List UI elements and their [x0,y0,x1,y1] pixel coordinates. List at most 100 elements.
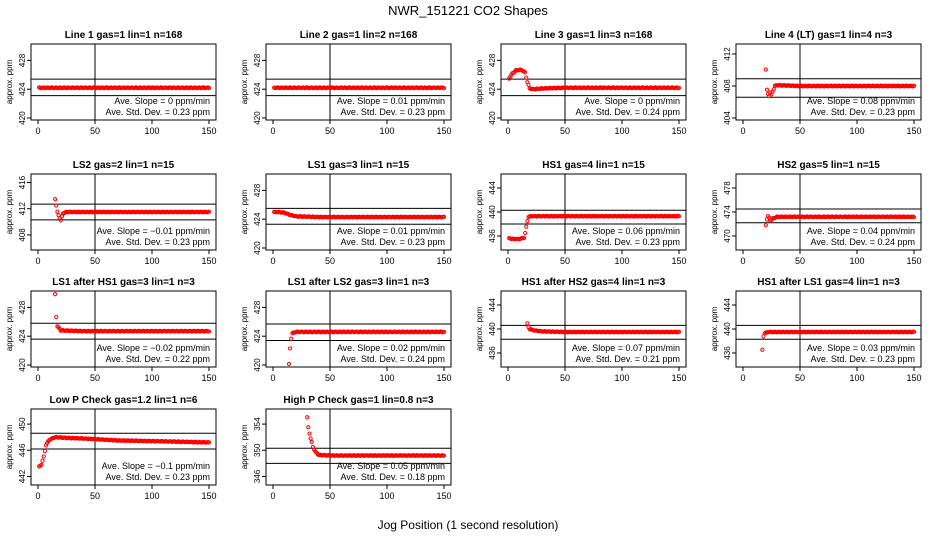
y-tick-label: 420 [18,358,27,372]
y-axis-label: approx. ppm [5,59,14,104]
data-point [306,425,311,430]
x-tick-label: 50 [90,256,100,266]
x-tick-label: 0 [505,256,510,266]
x-tick-label: 150 [201,126,216,136]
y-tick-label: 428 [253,300,262,314]
y-tick-label: 444 [488,298,497,312]
x-tick-label: 50 [90,491,100,501]
data-point [911,83,917,88]
y-tick-label: 428 [488,53,497,67]
data-point [53,197,58,202]
panel-7: HS1 gas=4 lin=1 n=15 0 50 100 150 436 440 444 ap… [475,160,687,266]
x-tick-label: 0 [505,373,510,383]
slope-annotation: Ave. Slope = 0.01 ppm/min [337,96,445,106]
panel-title: HS1 after LS1 gas=4 lin=1 n=3 [757,277,900,288]
x-tick-label: 0 [270,491,275,501]
y-axis-label: approx. ppm [710,189,719,234]
panel-3: Line 3 gas=1 lin=3 n=168 0 50 100 150 420 424 4… [475,30,687,136]
x-tick-label: 0 [35,373,40,383]
data-point [309,439,314,445]
panel-11: HS1 after HS2 gas=4 lin=1 n=3 0 50 100 150 43… [475,277,687,383]
data-point [54,314,59,320]
panel-5: LS2 gas=2 lin=1 n=15 0 50 100 150 408 412 416 ap… [5,160,217,266]
x-tick-label: 50 [90,373,100,383]
data-point [42,448,47,454]
data-point [525,321,530,326]
std-annotation: Ave. Std. Dev. = 0.23 ppm [576,237,680,247]
x-tick-label: 150 [436,126,451,136]
y-tick-label: 424 [253,329,262,343]
y-tick-label: 424 [18,82,27,96]
x-tick-label: 100 [614,373,629,383]
y-tick-label: 420 [253,358,262,372]
slope-annotation: Ave. Slope = 0.08 ppm/min [807,96,915,106]
panel-2: Line 2 gas=1 lin=2 n=168 0 50 100 150 420 424 4… [240,30,452,136]
std-annotation: Ave. Std. Dev. = 0.23 ppm [106,472,210,482]
y-tick-label: 416 [18,175,27,189]
data-point [41,454,46,459]
data-point [206,329,212,334]
plot-frame [265,290,452,368]
panel-title: High P Check gas=1 lin=0.8 n=3 [283,395,434,406]
data-point [441,214,447,219]
y-axis-label: approx. ppm [5,306,14,351]
y-axis-label: approx. ppm [240,59,249,104]
data-point [53,292,58,297]
panel-title: Line 4 (LT) gas=1 lin=4 n=3 [765,30,893,41]
y-tick-label: 350 [253,443,262,457]
data-point [206,209,212,214]
x-tick-label: 100 [379,491,394,501]
x-tick-label: 0 [505,126,510,136]
x-tick-label: 50 [325,126,335,136]
data-point [441,86,447,91]
data-point [523,230,528,236]
y-tick-label: 420 [253,111,262,125]
x-tick-label: 50 [795,256,805,266]
y-tick-label: 436 [488,346,497,360]
slope-annotation: Ave. Slope = 0 ppm/min [584,96,680,106]
y-tick-label: 424 [18,329,27,343]
x-tick-label: 150 [671,373,686,383]
panel-10: LS1 after LS2 gas=3 lin=1 n=3 0 50 100 150 42… [240,277,452,383]
plot-frame [500,43,687,121]
y-tick-label: 408 [723,79,732,93]
std-annotation: Ave. Std. Dev. = 0.23 ppm [106,107,210,117]
data-point [524,224,529,229]
x-tick-label: 150 [906,256,921,266]
figure-xlabel: Jog Position (1 second resolution) [377,518,559,532]
x-tick-label: 150 [671,126,686,136]
data-point [771,87,776,92]
panel-12: HS1 after LS1 gas=4 lin=1 n=3 0 50 100 150 43… [710,277,922,383]
x-tick-label: 100 [849,126,864,136]
figure-title: NWR_151221 CO2 Shapes [388,3,548,18]
x-tick-label: 50 [795,373,805,383]
y-axis-label: approx. ppm [5,189,14,234]
y-tick-label: 420 [18,111,27,125]
data-point [58,218,63,223]
y-tick-label: 444 [488,181,497,195]
panel-9: LS1 after HS1 gas=3 lin=1 n=3 0 50 100 150 42… [5,277,217,383]
panel-title: LS1 gas=3 lin=1 n=15 [308,160,410,171]
y-axis-label: approx. ppm [240,424,249,469]
y-tick-label: 444 [723,298,732,312]
panel-title: HS2 gas=5 lin=1 n=15 [777,160,880,171]
x-tick-label: 0 [35,491,40,501]
y-axis-label: approx. ppm [710,59,719,104]
slope-annotation: Ave. Slope = 0.05 ppm/min [337,461,445,471]
data-point [676,214,682,219]
y-tick-label: 474 [723,205,732,219]
panel-4: Line 4 (LT) gas=1 lin=4 n=3 0 50 100 150 404 4… [710,30,922,136]
slope-annotation: Ave. Slope = 0.04 ppm/min [807,226,915,236]
panel-8: HS2 gas=5 lin=1 n=15 0 50 100 150 470 474 478 ap… [710,160,922,266]
data-point [676,85,682,91]
x-tick-label: 150 [201,256,216,266]
x-tick-label: 100 [614,256,629,266]
data-point [441,329,447,334]
data-point [524,75,529,80]
std-annotation: Ave. Std. Dev. = 0.24 ppm [811,237,915,247]
panel-13: Low P Check gas=1.2 lin=1 n=6 0 50 100 150 44… [5,395,217,501]
slope-annotation: Ave. Slope = −0.01 ppm/min [97,226,210,236]
x-tick-label: 0 [740,373,745,383]
data-point [760,347,765,352]
x-tick-label: 50 [90,126,100,136]
